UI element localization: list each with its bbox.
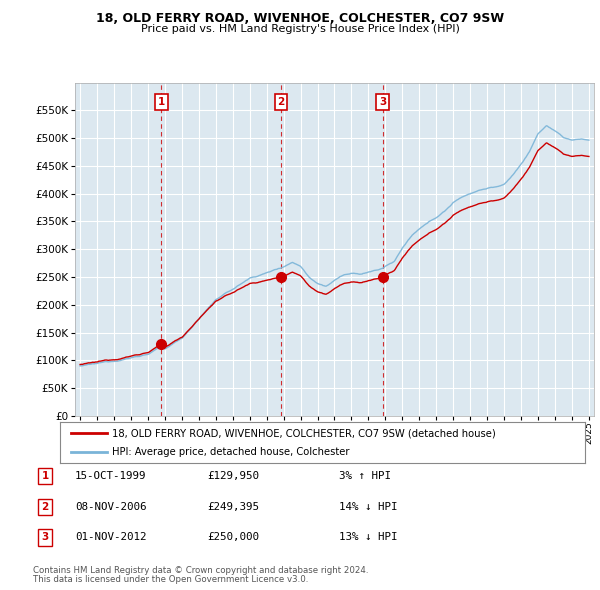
Text: 1: 1 (41, 471, 49, 481)
Text: Contains HM Land Registry data © Crown copyright and database right 2024.: Contains HM Land Registry data © Crown c… (33, 566, 368, 575)
Text: 14% ↓ HPI: 14% ↓ HPI (339, 502, 397, 512)
Text: 18, OLD FERRY ROAD, WIVENHOE, COLCHESTER, CO7 9SW: 18, OLD FERRY ROAD, WIVENHOE, COLCHESTER… (96, 12, 504, 25)
Text: £250,000: £250,000 (207, 533, 259, 542)
Text: 18, OLD FERRY ROAD, WIVENHOE, COLCHESTER, CO7 9SW (detached house): 18, OLD FERRY ROAD, WIVENHOE, COLCHESTER… (113, 428, 496, 438)
Text: £249,395: £249,395 (207, 502, 259, 512)
Text: 2: 2 (41, 502, 49, 512)
Text: 2: 2 (278, 97, 285, 107)
Text: 08-NOV-2006: 08-NOV-2006 (75, 502, 146, 512)
Text: 3: 3 (379, 97, 386, 107)
Text: This data is licensed under the Open Government Licence v3.0.: This data is licensed under the Open Gov… (33, 575, 308, 584)
Text: 13% ↓ HPI: 13% ↓ HPI (339, 533, 397, 542)
Text: 1: 1 (158, 97, 165, 107)
Text: £129,950: £129,950 (207, 471, 259, 481)
Text: 3: 3 (41, 533, 49, 542)
Text: Price paid vs. HM Land Registry's House Price Index (HPI): Price paid vs. HM Land Registry's House … (140, 24, 460, 34)
Text: 15-OCT-1999: 15-OCT-1999 (75, 471, 146, 481)
Text: 3% ↑ HPI: 3% ↑ HPI (339, 471, 391, 481)
Text: 01-NOV-2012: 01-NOV-2012 (75, 533, 146, 542)
Text: HPI: Average price, detached house, Colchester: HPI: Average price, detached house, Colc… (113, 447, 350, 457)
